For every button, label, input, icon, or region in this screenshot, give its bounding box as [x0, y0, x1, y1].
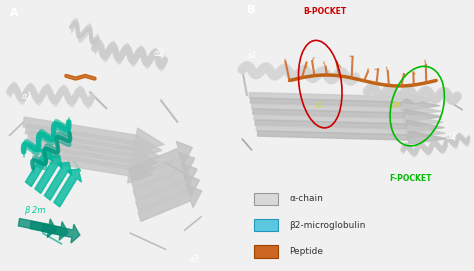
Text: α3: α3 [189, 255, 200, 264]
Text: α1: α1 [21, 92, 32, 101]
Text: F-POCKET: F-POCKET [389, 174, 431, 183]
Polygon shape [253, 109, 442, 122]
Text: p9: p9 [391, 102, 400, 108]
Polygon shape [249, 93, 438, 106]
Text: β2-microglobulin: β2-microglobulin [290, 221, 366, 230]
Polygon shape [30, 221, 68, 240]
Polygon shape [255, 120, 444, 133]
Text: B-POCKET: B-POCKET [304, 7, 347, 16]
Text: Peptide: Peptide [290, 247, 324, 256]
Polygon shape [257, 131, 447, 144]
Text: p1: p1 [316, 102, 324, 108]
Polygon shape [250, 98, 439, 111]
Text: B: B [247, 5, 255, 15]
Polygon shape [136, 174, 200, 211]
Text: A: A [9, 8, 18, 18]
Polygon shape [133, 163, 197, 200]
Bar [254, 193, 278, 205]
Polygon shape [42, 224, 80, 243]
Polygon shape [128, 141, 192, 178]
Polygon shape [26, 149, 53, 187]
Polygon shape [35, 156, 63, 193]
Polygon shape [256, 125, 446, 138]
Polygon shape [35, 151, 153, 183]
Bar [254, 219, 278, 231]
Polygon shape [45, 162, 72, 200]
Text: α2: α2 [154, 49, 164, 58]
Polygon shape [33, 144, 155, 177]
Polygon shape [26, 124, 162, 158]
Polygon shape [252, 104, 441, 117]
Polygon shape [28, 131, 160, 164]
Text: β 2m: β 2m [24, 206, 45, 215]
Text: α-chain: α-chain [290, 194, 323, 203]
Polygon shape [30, 137, 157, 171]
Polygon shape [254, 115, 443, 128]
Bar [254, 246, 278, 258]
Polygon shape [23, 117, 164, 152]
Polygon shape [18, 218, 56, 238]
Polygon shape [54, 169, 82, 207]
Polygon shape [138, 185, 202, 221]
Text: α2: α2 [446, 132, 456, 141]
Text: α1: α1 [247, 51, 258, 60]
Polygon shape [131, 152, 195, 189]
